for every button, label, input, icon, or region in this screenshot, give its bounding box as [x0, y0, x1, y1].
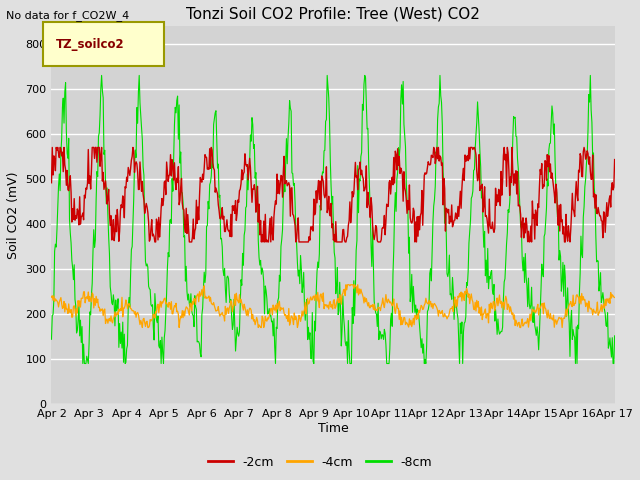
-4cm [611, 295, 618, 300]
-4cm [47, 294, 55, 300]
-8cm [611, 333, 618, 339]
Line: -8cm: -8cm [51, 75, 614, 363]
-2cm [151, 239, 159, 245]
Line: -2cm: -2cm [51, 147, 614, 242]
-2cm [59, 149, 67, 155]
-8cm [58, 136, 65, 142]
-8cm [403, 198, 411, 204]
Y-axis label: Soil CO2 (mV): Soil CO2 (mV) [7, 171, 20, 259]
-2cm [49, 144, 56, 150]
-4cm [403, 320, 411, 326]
Text: No data for f_CO2W_4: No data for f_CO2W_4 [6, 10, 130, 21]
-8cm [117, 329, 125, 335]
-4cm [116, 308, 124, 314]
-2cm [204, 165, 212, 171]
-4cm [58, 301, 65, 307]
-4cm [204, 295, 211, 301]
-8cm [420, 341, 428, 347]
Line: -4cm: -4cm [51, 285, 614, 327]
X-axis label: Time: Time [317, 421, 348, 435]
-4cm [138, 324, 146, 330]
-8cm [204, 199, 212, 204]
-4cm [173, 308, 181, 314]
-8cm [175, 136, 182, 142]
-2cm [420, 199, 428, 205]
-2cm [175, 164, 182, 169]
-8cm [79, 360, 86, 366]
-2cm [403, 210, 411, 216]
-4cm [342, 282, 350, 288]
-2cm [47, 180, 55, 186]
-4cm [420, 306, 428, 312]
Text: TZ_soilco2: TZ_soilco2 [56, 37, 125, 50]
-8cm [47, 336, 55, 342]
-8cm [98, 72, 106, 78]
Title: Tonzi Soil CO2 Profile: Tree (West) CO2: Tonzi Soil CO2 Profile: Tree (West) CO2 [186, 7, 480, 22]
FancyBboxPatch shape [43, 22, 164, 66]
-2cm [116, 208, 124, 214]
Legend: -2cm, -4cm, -8cm: -2cm, -4cm, -8cm [203, 451, 437, 474]
-2cm [611, 156, 618, 162]
